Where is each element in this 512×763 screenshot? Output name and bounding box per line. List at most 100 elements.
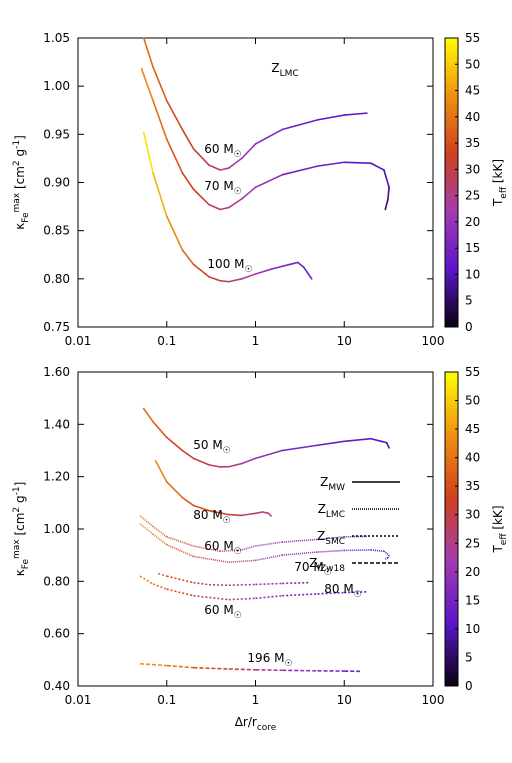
annotation: 50 M☉ [193, 438, 231, 456]
track-segment [165, 138, 184, 174]
track-segment [220, 549, 242, 553]
track-segment [152, 533, 168, 546]
track-segment [240, 143, 257, 160]
text-run: SMC [325, 537, 345, 547]
legend-label: ZLMC [318, 502, 345, 520]
track-segment [240, 512, 257, 517]
track-segment [219, 206, 230, 211]
colorbar-tick-label: 20 [465, 565, 480, 579]
track-segment [387, 554, 390, 559]
track-segment [227, 513, 243, 517]
annotation: 196 M☉ [247, 651, 292, 669]
track-segment [343, 161, 372, 165]
track-segment [219, 167, 230, 171]
track-segment [139, 523, 154, 535]
text-run: 80 M [193, 508, 222, 522]
text-run: g [13, 495, 27, 506]
colorbar [444, 37, 459, 328]
track-segment [316, 114, 346, 121]
y-tick-label: 0.75 [43, 320, 70, 334]
text-run: ☉ [234, 611, 242, 621]
track-segment [254, 173, 284, 189]
annotation: 60 M☉ [204, 603, 242, 621]
x-tick-label: 0.1 [157, 693, 176, 707]
text-run: 196 M [247, 651, 284, 665]
track-segment [192, 147, 210, 166]
track-segment [140, 68, 154, 102]
track-segment [385, 441, 390, 449]
track-segment [181, 249, 195, 266]
text-run: [cm [13, 166, 27, 193]
x-tick-label: 1 [252, 334, 260, 348]
text-run: T [491, 198, 505, 207]
track-segment [383, 169, 390, 189]
colorbar-tick-label: 45 [465, 84, 480, 98]
track-segment [227, 278, 243, 283]
annotation: 80 M☉ [324, 582, 362, 600]
track-segment [383, 550, 390, 556]
track-segment [166, 588, 194, 597]
track-segment [267, 512, 272, 517]
track-segment [281, 261, 299, 268]
text-run: LMC [326, 510, 345, 520]
colorbar-tick-label: 50 [465, 394, 480, 408]
text-run: ] [13, 482, 27, 487]
text-run: [cm [13, 513, 27, 540]
text-run: 60 M [204, 539, 233, 553]
colorbar-tick-label: 35 [465, 479, 480, 493]
track-segment [142, 131, 154, 174]
y-tick-label: 1.00 [43, 522, 70, 536]
track-segment [208, 276, 221, 282]
track-segment [152, 172, 168, 218]
text-run: 70 M [204, 179, 233, 193]
track-segment [282, 669, 318, 672]
track-segment [165, 481, 184, 499]
text-run: 80 M [324, 582, 353, 596]
x-tick-label: 100 [422, 693, 445, 707]
text-run: Z [318, 502, 326, 516]
track-segment [193, 581, 210, 586]
track-segment [192, 188, 210, 206]
text-run: eff [499, 533, 509, 546]
colorbar-tick-label: 10 [465, 622, 480, 636]
track-segment [240, 273, 257, 280]
track-segment [344, 549, 371, 552]
track-segment [228, 597, 256, 601]
text-run: eff [499, 186, 509, 199]
plot-frame [77, 371, 434, 687]
annotation: ZLMC [271, 61, 298, 79]
track-segment [228, 668, 256, 671]
colorbar [444, 371, 459, 687]
colorbar-tick-label: 30 [465, 508, 480, 522]
annotation: 70 M☉ [204, 179, 242, 197]
x-tick-label: 0.01 [65, 693, 92, 707]
track-segment [192, 504, 210, 512]
track-segment [142, 407, 154, 423]
track-segment [282, 581, 309, 585]
track-segment [254, 268, 272, 275]
colorbar-tick-label: 15 [465, 593, 480, 607]
text-run: -1 [12, 486, 22, 495]
y-tick-label: 0.60 [43, 627, 70, 641]
text-run: max [12, 539, 22, 559]
track-segment [142, 37, 154, 68]
text-run: ☉ [223, 516, 231, 526]
track-segment [282, 551, 318, 556]
y-tick-label: 0.95 [43, 127, 70, 141]
panel: 0.40 0.60 0.80 1.00 1.20 1.40 1.60 0.01 0.1 1 10 10… [12, 365, 509, 733]
colorbar-tick-label: 55 [465, 365, 480, 379]
track-segment [193, 666, 229, 670]
y-tick-label: 0.80 [43, 574, 70, 588]
track-segment [152, 583, 168, 590]
x-tick-label: 100 [422, 334, 445, 348]
colorbar-tick-label: 50 [465, 57, 480, 71]
track-segment [282, 538, 318, 543]
colorbar-tick-label: 10 [465, 267, 480, 281]
y-tick-label: 0.85 [43, 224, 70, 238]
track-segment [165, 215, 184, 251]
track-segment [255, 554, 283, 562]
track-segment [208, 203, 221, 211]
text-run: [kK] [491, 505, 505, 533]
track-segment [370, 437, 388, 444]
